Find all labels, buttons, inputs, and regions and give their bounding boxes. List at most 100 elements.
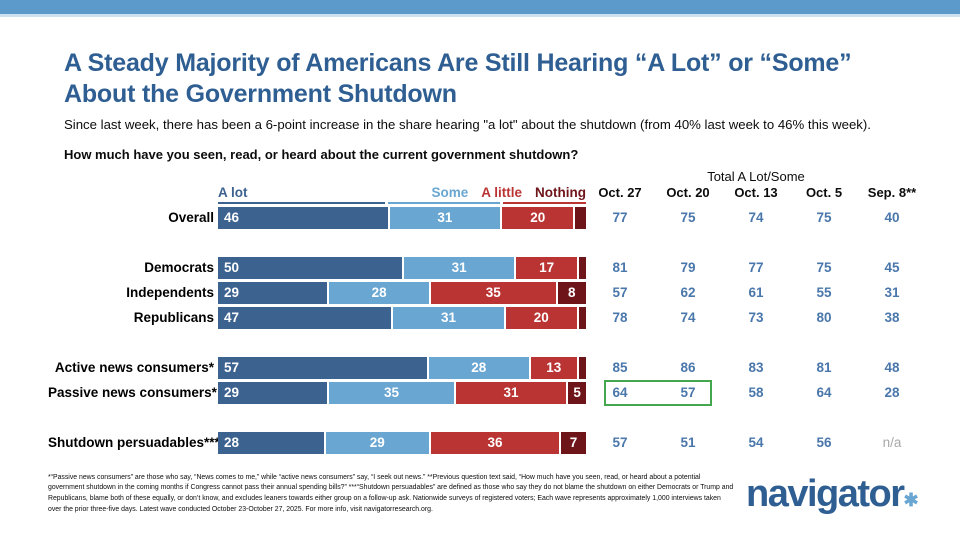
row-label: Active news consumers* [54,360,214,375]
survey-question: How much have you seen, read, or heard a… [64,146,579,162]
chart-row: Republicans 47 31 20 78 74 73 80 38 [48,306,932,329]
logo-text: navigator [746,472,905,515]
row-label: Passive news consumers* [48,385,217,400]
total-value: 83 [748,360,764,375]
legend-underline-segment [387,201,500,204]
legend-item: Nothing [535,184,586,200]
bar-segment-some: 28 [329,281,429,304]
total-value: 61 [748,285,764,300]
chart-row: Active news consumers* 57 28 13 85 86 83 81 48 [48,356,932,379]
bar-segment-a-little: 13 [530,356,577,379]
stacked-bar: 47 31 20 [218,306,586,329]
bar-segment-nothing [578,356,587,379]
date-column-header: Oct. 20 [666,184,710,200]
bar-segment-a-little: 20 [502,206,574,229]
stacked-bar: 57 28 13 [218,356,587,379]
row-label: Shutdown persuadables*** [48,435,220,450]
stacked-bar: 29 28 35 8 [218,281,586,304]
total-value: 73 [748,310,764,325]
bar-segment-some: 31 [393,306,504,329]
bar-segment-some: 28 [428,356,529,379]
date-column-header: Oct. 5 [805,184,843,200]
legend-underline-segment [218,201,385,204]
page-title: A Steady Majority of Americans Are Still… [64,49,852,108]
total-value: 57 [612,285,628,300]
bar-segment-some: 31 [389,206,501,229]
navigator-logo: navigator✱ [746,473,919,516]
row-label: Overall [168,210,214,225]
total-value: n/a [882,435,902,450]
totals-group-header-row: Total A Lot/Some [48,169,932,185]
total-value: 75 [680,210,696,225]
footer: *“Passive news consumers” are those who … [48,473,960,517]
date-columns: Oct. 27 Oct. 20 Oct. 13 Oct. 5 Sep. 8** [586,185,926,200]
row-label: Democrats [144,260,214,275]
bar-segment-nothing [578,306,586,329]
bar-segment-some: 35 [329,381,454,404]
total-value: 54 [748,435,764,450]
chart-row: Passive news consumers* 29 35 31 5 64 57 58 64 28 [48,379,932,406]
stacked-bar: 46 31 20 [218,206,587,229]
total-value: 75 [816,260,832,275]
bar-segment-a-lot: 29 [218,281,328,304]
total-value: 85 [612,360,628,375]
total-value: 81 [612,260,628,275]
legend: A lot Some A little Nothing [218,185,586,200]
bar-segment-a-lot: 29 [218,381,328,404]
legend-underline [218,201,586,204]
total-value: 58 [748,385,764,400]
methodology-footnote: *“Passive news consumers” are those who … [48,473,734,514]
total-value: 28 [884,385,900,400]
stacked-bar: 50 31 17 [218,256,586,279]
bar-segment-a-lot: 57 [218,356,427,379]
total-value: 77 [748,260,764,275]
bar-segment-a-lot: 47 [218,306,392,329]
row-label: Republicans [133,310,214,325]
bar-segment-some: 29 [325,431,429,454]
total-value: 56 [816,435,832,450]
total-value: 74 [680,310,696,325]
bar-segment-a-little: 20 [505,306,577,329]
total-value: 62 [680,285,696,300]
total-value: 40 [884,210,900,225]
total-value: 80 [816,310,832,325]
total-value: 57 [680,385,696,400]
total-value: 45 [884,260,900,275]
bar-segment-some: 31 [404,256,515,279]
date-column-header: Oct. 13 [734,184,778,200]
bar-segment-a-little: 31 [455,381,567,404]
logo-asterisk-icon: ✱ [903,489,919,510]
chart-rows: Overall 46 31 20 77 75 74 75 40 Democrats 50 31 17 81… [48,206,932,454]
totals-group-label: Total A Lot/Some [707,168,805,184]
total-value: 79 [680,260,696,275]
total-value: 64 [612,385,628,400]
stacked-bar: 29 35 31 5 [218,381,586,404]
total-value: 57 [612,435,628,450]
legend-and-dates-row: A lot Some A little Nothing Oct. 27 Oct. 20 O… [48,185,932,200]
bar-segment-a-little: 35 [430,281,556,304]
stacked-bar: 28 29 36 7 [218,431,586,454]
total-value: 74 [748,210,764,225]
top-header-stripe [0,0,960,17]
bar-segment-a-lot: 50 [218,256,402,279]
total-value: 31 [884,285,900,300]
date-column-header: Sep. 8** [867,184,917,200]
total-value: 55 [816,285,832,300]
subtitle: Since last week, there has been a 6-poin… [64,117,871,132]
bar-segment-a-little: 17 [516,256,577,279]
total-value: 64 [816,385,832,400]
legend-item: A little [481,184,523,200]
total-value: 48 [884,360,900,375]
total-value: 78 [612,310,628,325]
total-value: 81 [816,360,832,375]
bar-segment-a-lot: 46 [218,206,388,229]
bar-segment-nothing: 7 [561,431,586,454]
bar-segment-nothing [578,256,586,279]
stacked-bar-chart: Total A Lot/Some A lot Some A little Nothin… [48,169,932,454]
date-column-header: Oct. 27 [598,184,642,200]
chart-row: Democrats 50 31 17 81 79 77 75 45 [48,256,932,279]
bar-segment-nothing: 5 [568,381,586,404]
total-value: 86 [680,360,696,375]
bar-segment-nothing: 8 [557,281,586,304]
bar-segment-a-little: 36 [430,431,560,454]
